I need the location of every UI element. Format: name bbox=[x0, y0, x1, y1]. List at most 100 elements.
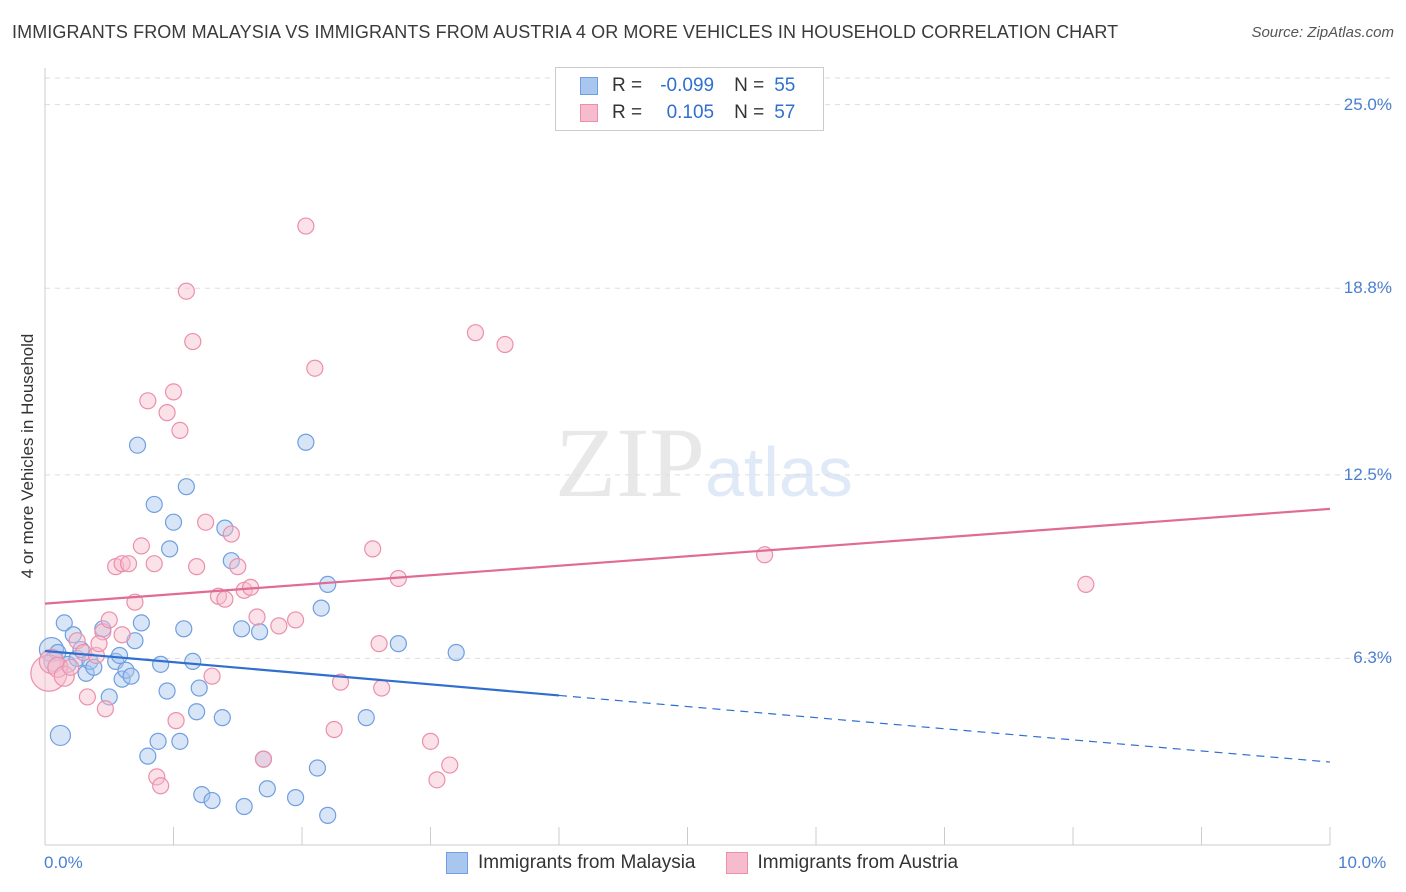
austria-point bbox=[270, 617, 288, 635]
austria-point bbox=[306, 359, 324, 377]
austria-point bbox=[171, 421, 189, 440]
n-value: 55 bbox=[774, 75, 796, 96]
austria-point bbox=[90, 635, 108, 653]
malaysia-point bbox=[312, 599, 330, 617]
austria-point bbox=[62, 658, 80, 676]
source-label: Source: ZipAtlas.com bbox=[1251, 24, 1394, 41]
legend-swatch-malaysia bbox=[446, 852, 468, 874]
y-tick-label: 25.0% bbox=[1343, 94, 1392, 114]
y-tick-label: 6.3% bbox=[1353, 648, 1392, 668]
austria-point bbox=[1077, 575, 1095, 593]
malaysia-point bbox=[139, 747, 157, 765]
austria-point bbox=[229, 558, 247, 576]
austria-point bbox=[441, 756, 459, 774]
austria-point bbox=[188, 558, 206, 576]
austria-point bbox=[152, 777, 170, 795]
malaysia-point bbox=[233, 620, 251, 638]
malaysia-point bbox=[297, 433, 315, 451]
austria-point bbox=[158, 404, 176, 422]
watermark: ZIPatlas bbox=[555, 405, 853, 520]
austria-point bbox=[421, 732, 440, 750]
malaysia-swatch bbox=[580, 77, 598, 95]
legend-swatch-austria bbox=[725, 852, 748, 874]
austria-point bbox=[119, 555, 138, 573]
malaysia-point bbox=[164, 513, 183, 531]
austria-point bbox=[132, 537, 150, 555]
austria-point bbox=[364, 540, 382, 558]
austria-point bbox=[164, 383, 183, 401]
malaysia-point bbox=[190, 679, 208, 697]
legend-item-austria[interactable]: Immigrants from Austria bbox=[725, 852, 959, 874]
austria-point bbox=[78, 688, 97, 706]
austria-trend-line bbox=[44, 507, 1331, 605]
austria-point bbox=[222, 525, 240, 543]
watermark-zip: ZIP bbox=[555, 407, 705, 518]
r-label: R = bbox=[612, 75, 643, 96]
n-label: N = bbox=[734, 75, 765, 96]
r-value: 0.105 bbox=[666, 102, 715, 123]
malaysia-point bbox=[188, 703, 206, 721]
legend-label-austria: Immigrants from Austria bbox=[757, 852, 959, 873]
malaysia-point bbox=[55, 614, 73, 632]
malaysia-point bbox=[235, 797, 253, 816]
austria-point bbox=[373, 679, 391, 697]
malaysia-point bbox=[152, 655, 170, 673]
malaysia-point bbox=[308, 759, 327, 777]
austria-point bbox=[74, 643, 93, 662]
malaysia-point bbox=[447, 643, 465, 662]
malaysia-point bbox=[286, 789, 305, 807]
austria-point bbox=[100, 611, 118, 629]
malaysia-trend-line bbox=[44, 649, 560, 697]
austria-point bbox=[248, 608, 266, 626]
malaysia-point bbox=[128, 436, 147, 454]
malaysia-point bbox=[222, 552, 240, 570]
malaysia-point bbox=[389, 635, 407, 653]
malaysia-point bbox=[357, 709, 375, 727]
malaysia-point bbox=[49, 724, 72, 747]
x-tick-label-min: 0.0% bbox=[44, 853, 83, 872]
austria-point bbox=[297, 217, 315, 235]
austria-point bbox=[148, 768, 166, 786]
x-tick-label-max: 10.0% bbox=[1338, 853, 1387, 872]
malaysia-point bbox=[175, 620, 193, 638]
austria-point bbox=[254, 750, 273, 768]
y-tick-label: 18.8% bbox=[1343, 278, 1392, 298]
malaysia-point bbox=[59, 655, 77, 673]
stats-box: R = -0.099 N = 55 R = 0.105 N = 57 bbox=[555, 67, 824, 131]
r-label: R = bbox=[612, 102, 643, 123]
austria-point bbox=[496, 335, 514, 354]
austria-point bbox=[113, 555, 131, 573]
austria-point bbox=[203, 667, 221, 685]
malaysia-point bbox=[158, 682, 176, 700]
austria-point bbox=[197, 513, 215, 531]
malaysia-point bbox=[149, 732, 167, 750]
austria-point bbox=[331, 673, 350, 691]
austria-point bbox=[286, 611, 305, 629]
austria-swatch bbox=[580, 104, 598, 122]
malaysia-point bbox=[203, 791, 221, 810]
malaysia-point bbox=[110, 646, 129, 665]
n-label: N = bbox=[734, 102, 765, 123]
malaysia-point bbox=[145, 495, 163, 514]
malaysia-point bbox=[213, 709, 231, 727]
austria-point bbox=[38, 648, 65, 674]
austria-point bbox=[216, 590, 234, 608]
legend-item-malaysia[interactable]: Immigrants from Malaysia bbox=[446, 852, 696, 874]
austria-point bbox=[466, 324, 485, 342]
malaysia-point bbox=[319, 575, 337, 593]
malaysia-point bbox=[216, 519, 234, 537]
austria-point bbox=[145, 555, 163, 573]
austria-point bbox=[428, 771, 446, 789]
legend-label-malaysia: Immigrants from Malaysia bbox=[478, 852, 696, 873]
austria-point bbox=[177, 282, 195, 300]
austria-point bbox=[325, 720, 343, 739]
malaysia-point bbox=[319, 806, 337, 824]
malaysia-point bbox=[171, 732, 189, 750]
chart-title: IMMIGRANTS FROM MALAYSIA VS IMMIGRANTS F… bbox=[12, 22, 1119, 42]
malaysia-point bbox=[193, 786, 211, 804]
y-tick-label: 12.5% bbox=[1343, 464, 1392, 484]
n-value: 57 bbox=[774, 102, 796, 123]
austria-point bbox=[370, 635, 388, 653]
malaysia-trend-extension bbox=[558, 694, 1331, 763]
